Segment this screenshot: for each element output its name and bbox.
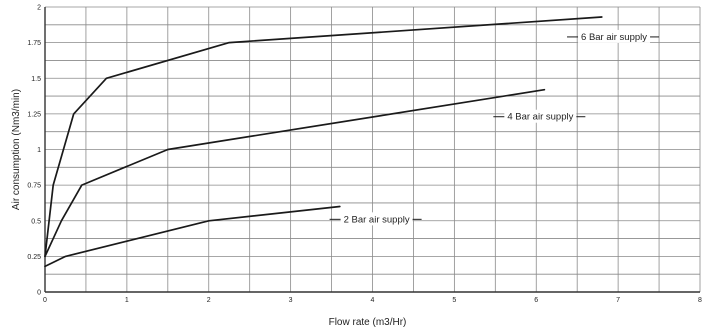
series-line-1 [44,16,603,258]
x-tick-label: 5 [452,297,456,304]
x-tick-label: 1 [125,297,129,304]
y-tick-label: 0.25 [27,254,41,261]
y-tick-label: 1.25 [27,111,41,118]
series-label-background [578,29,651,43]
x-tick-label: 0 [43,297,47,304]
y-tick-label: 0 [37,290,41,297]
x-tick-label: 2 [207,297,211,304]
y-tick-label: 1.75 [27,40,41,47]
y-tick-label: 0.5 [31,218,41,225]
y-tick-label: 1.5 [31,76,41,83]
series-label-background [340,212,413,226]
x-tick-label: 4 [371,297,375,304]
series-lines [44,16,603,268]
x-tick-label: 6 [534,297,538,304]
series-label-3: 2 Bar air supply [344,214,410,225]
y-axis-ticks: 0 0.25 0.5 0.75 1 1.25 1.5 1.75 2 [27,5,41,297]
x-axis-ticks: 0 1 2 3 4 5 6 7 8 [43,297,702,304]
series-labels: 6 Bar air supply 4 Bar air supply 2 Bar ai… [329,29,660,226]
x-tick-label: 8 [698,297,702,304]
series-label-background [504,109,577,123]
series-label-1: 6 Bar air supply [581,32,647,43]
y-tick-label: 0.75 [27,183,41,190]
series-label-2: 4 Bar air supply [507,112,573,123]
series-line-2 [44,88,546,258]
y-tick-label: 2 [37,5,41,12]
x-tick-label: 7 [616,297,620,304]
series-line-3 [44,205,341,268]
chart-grid [44,6,701,293]
chart-axes [44,7,700,293]
y-tick-label: 1 [37,147,41,154]
y-axis-label: Air consumption (Nm3/min) [11,89,22,210]
x-axis-label: Flow rate (m3/Hr) [329,317,407,328]
x-tick-label: 3 [289,297,293,304]
